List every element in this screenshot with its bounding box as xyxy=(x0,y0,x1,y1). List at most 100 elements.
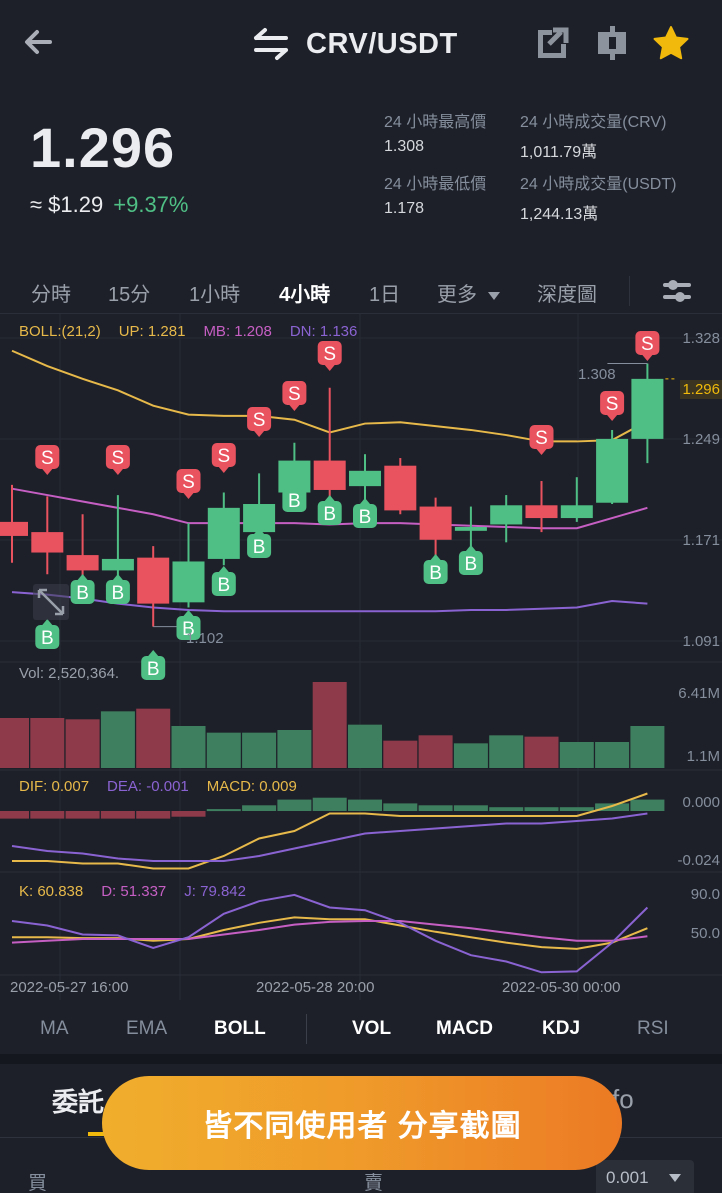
indicator-divider xyxy=(306,1014,307,1044)
svg-text:B: B xyxy=(182,619,195,640)
star-icon xyxy=(653,26,689,60)
svg-text:B: B xyxy=(429,563,442,584)
kdj-d: D: 51.337 xyxy=(101,883,167,900)
time-axis-3: 2022-05-30 00:00 xyxy=(502,979,621,996)
share-toast: 皆不同使用者 分享截圖 xyxy=(102,1076,622,1170)
price-axis-5: 1.091 xyxy=(682,633,720,650)
last-price: 1.296 xyxy=(30,116,176,179)
svg-text:B: B xyxy=(147,659,160,680)
price-axis-4: 1.171 xyxy=(682,532,720,549)
svg-text:B: B xyxy=(288,491,301,512)
macd-axis-zero: 0.000 xyxy=(682,794,720,811)
caret-down-icon xyxy=(669,1174,681,1182)
indicator-bar: MA EMA BOLL VOL MACD KDJ RSI xyxy=(0,1004,722,1054)
tab-order-book[interactable]: 委託 xyxy=(52,1087,105,1117)
interval-tabs: 分時 15分 1小時 4小時 1日 更多 深度圖 xyxy=(0,270,722,312)
svg-text:S: S xyxy=(182,472,195,493)
svg-text:S: S xyxy=(217,446,230,467)
fiat-price: ≈ $1.29 xyxy=(30,192,104,217)
pair-title: CRV/USDT xyxy=(306,27,458,60)
price-axis-1: 1.328 xyxy=(682,330,720,347)
vol-legend: Vol: 2,520,364. xyxy=(19,665,120,682)
vol-quote-value: 1,244.13萬 xyxy=(520,206,599,223)
active-tab-indicator xyxy=(88,1132,114,1136)
time-axis-1: 2022-05-27 16:00 xyxy=(10,979,129,996)
kline-chart[interactable]: S S S S S S S S S S B B B B B B B B B B B B BOLL:(21,2) UP: 1.… xyxy=(0,314,722,1004)
price-block: 1.296 ≈ $1.29 +9.37% xyxy=(30,115,188,218)
indicator-boll[interactable]: BOLL xyxy=(214,1018,266,1039)
chart-settings-button[interactable] xyxy=(660,274,694,308)
macd-legend: DIF: 0.007 DEA: -0.001 MACD: 0.009 xyxy=(19,778,315,795)
tabs-divider xyxy=(0,313,722,314)
svg-text:S: S xyxy=(288,384,301,405)
candle-mode-icon xyxy=(598,26,626,60)
tab-more-label: 更多 xyxy=(437,284,477,306)
chart-mode-button[interactable] xyxy=(594,24,634,64)
vol-axis-max: 6.41M xyxy=(678,685,720,702)
boll-up: UP: 1.281 xyxy=(118,323,186,340)
kdj-j: J: 79.842 xyxy=(184,883,246,900)
svg-text:B: B xyxy=(323,504,336,525)
svg-text:B: B xyxy=(465,554,478,575)
stats-col-1: 24 小時最高價 1.308 24 小時最低價 1.178 xyxy=(384,108,486,232)
time-axis-2: 2022-05-28 20:00 xyxy=(256,979,375,996)
divider xyxy=(629,276,630,306)
chart-canvas[interactable]: S S S S S S S S S S B B B B B B B B B B B B xyxy=(0,314,722,1004)
pair-selector[interactable]: CRV/USDT xyxy=(252,24,458,64)
tab-1h[interactable]: 1小時 xyxy=(189,284,241,306)
svg-text:B: B xyxy=(76,583,89,604)
share-icon xyxy=(538,27,569,58)
change-percent: +9.37% xyxy=(113,192,189,217)
expand-icon xyxy=(37,588,65,616)
sliders-icon xyxy=(663,280,691,302)
vol-quote-label: 24 小時成交量(USDT) xyxy=(520,176,677,193)
fullscreen-button[interactable] xyxy=(33,584,69,620)
svg-text:S: S xyxy=(535,428,548,449)
current-price-tag: 1.296 xyxy=(680,380,722,399)
top-bar: CRV/USDT xyxy=(0,0,722,90)
swap-icon xyxy=(254,28,288,60)
vol-base-value: 1,011.79萬 xyxy=(520,144,598,161)
kdj-legend: K: 60.838 D: 51.337 J: 79.842 xyxy=(19,883,264,900)
low-label: 24 小時最低價 xyxy=(384,176,487,193)
tab-depth[interactable]: 深度圖 xyxy=(537,284,597,306)
kdj-axis-90: 90.0 xyxy=(690,886,720,903)
vol-base-label: 24 小時成交量(CRV) xyxy=(520,114,667,131)
kdj-axis-50: 50.0 xyxy=(690,925,720,942)
high-value: 1.308 xyxy=(384,138,425,155)
back-button[interactable] xyxy=(20,24,60,60)
vol-axis-min: 1.1M xyxy=(686,748,720,765)
section-gap xyxy=(0,1054,722,1064)
indicator-macd[interactable]: MACD xyxy=(436,1018,493,1039)
indicator-vol[interactable]: VOL xyxy=(352,1018,392,1039)
low-value: 1.178 xyxy=(384,200,425,217)
tab-4h[interactable]: 4小時 xyxy=(279,284,331,306)
macd-value: MACD: 0.009 xyxy=(206,778,297,795)
share-button[interactable] xyxy=(534,24,574,64)
tab-15m[interactable]: 15分 xyxy=(108,284,151,306)
macd-dif: DIF: 0.007 xyxy=(19,778,90,795)
boll-legend: BOLL:(21,2) UP: 1.281 MB: 1.208 DN: 1.136 xyxy=(19,323,375,340)
indicator-ema[interactable]: EMA xyxy=(126,1018,168,1039)
high-label: 24 小時最高價 xyxy=(384,114,487,131)
indicator-ma[interactable]: MA xyxy=(40,1018,69,1039)
svg-text:B: B xyxy=(217,575,230,596)
svg-text:B: B xyxy=(41,628,54,649)
tab-time-sharing[interactable]: 分時 xyxy=(31,284,71,306)
caret-down-icon xyxy=(487,291,500,300)
tab-more[interactable]: 更多 xyxy=(437,278,501,307)
kdj-k: K: 60.838 xyxy=(19,883,84,900)
boll-mb: MB: 1.208 xyxy=(203,323,272,340)
tab-1d[interactable]: 1日 xyxy=(369,284,401,306)
svg-text:B: B xyxy=(112,583,125,604)
svg-text:S: S xyxy=(323,344,336,365)
indicator-rsi[interactable]: RSI xyxy=(637,1018,669,1039)
sell-column-label: 賣 xyxy=(364,1173,384,1193)
indicator-kdj[interactable]: KDJ xyxy=(542,1018,581,1039)
boll-dn: DN: 1.136 xyxy=(289,323,358,340)
svg-text:S: S xyxy=(41,448,54,469)
low-marker-label: 1.102 xyxy=(186,630,224,647)
precision-select[interactable]: 0.001 xyxy=(596,1160,694,1193)
favorite-button[interactable] xyxy=(652,24,692,64)
svg-text:S: S xyxy=(253,410,266,431)
